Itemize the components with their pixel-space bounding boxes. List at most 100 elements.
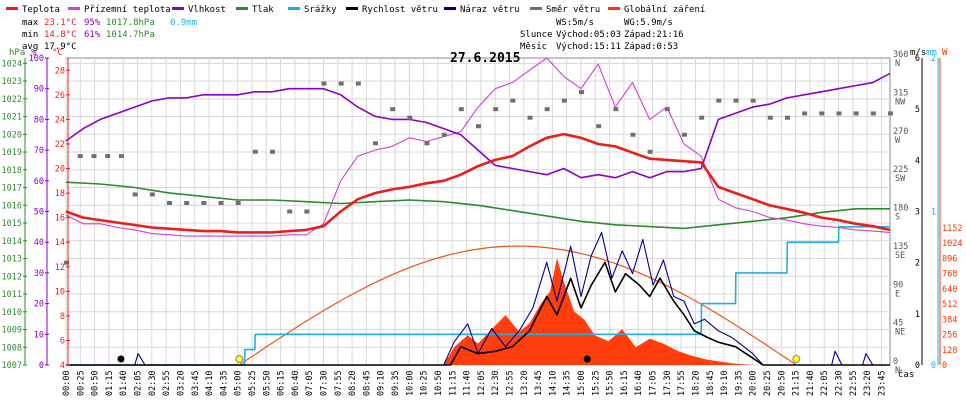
series-smer-vetru-point (493, 107, 499, 112)
series-smer-vetru-point (184, 200, 190, 205)
pct-axis-tick: 80 (34, 115, 44, 125)
time-tick-label: 22:05 (820, 370, 830, 396)
degc-axis-tick: 6 (60, 336, 65, 346)
time-tick-label: 02:55 (162, 370, 172, 396)
moon-set: Západ:0:53 (624, 42, 678, 52)
dir-label: SE (895, 251, 905, 261)
series-smer-vetru-point (819, 111, 825, 116)
time-tick-label: 15:50 (606, 370, 616, 396)
time-tick-label: 02:05 (134, 370, 144, 396)
hpa-axis-tick: 1016 (2, 201, 22, 211)
pct-axis-tick: 90 (34, 85, 44, 95)
stat-max-label: max (22, 18, 39, 28)
dir-tick: 90 (893, 280, 903, 290)
time-tick-label: 21:15 (792, 370, 802, 396)
time-tick-label: 18:20 (691, 370, 701, 396)
series-smer-vetru-point (888, 111, 893, 116)
w-axis-tick: 256 (942, 331, 957, 341)
mm-axis-tick: 1 (931, 208, 936, 218)
time-tick-label: 09:10 (377, 370, 387, 396)
dir-label: NE (895, 328, 905, 338)
series-smer-vetru-point (64, 260, 69, 265)
pct-axis-tick: 100 (29, 54, 44, 64)
time-tick-label: 07:05 (305, 370, 315, 396)
series-smer-vetru-point (802, 111, 808, 116)
degc-axis-tick: 4 (60, 361, 65, 371)
stat-max-temp: 23.1°C (44, 18, 77, 28)
time-tick-label: 20:50 (777, 370, 787, 396)
series-smer-vetru-point (510, 98, 516, 103)
time-tick-label: 13:20 (520, 370, 530, 396)
dir-label: NW (895, 97, 906, 107)
series-smer-vetru-point (235, 200, 241, 205)
series-smer-vetru-point (527, 115, 533, 120)
dir-label: N (895, 366, 900, 376)
time-tick-label: 10:50 (434, 370, 444, 396)
hpa-axis-tick: 1020 (2, 130, 22, 140)
time-tick-label: 03:20 (176, 370, 186, 396)
time-tick-label: 05:25 (248, 370, 258, 396)
time-tick-label: 05:00 (234, 370, 244, 396)
series-globalni-zareni (66, 258, 890, 365)
series-smer-vetru-point (733, 98, 739, 103)
hpa-axis-tick: 1017 (2, 184, 22, 194)
w-axis-tick: 0 (942, 361, 947, 371)
marker-sunset (792, 355, 801, 363)
time-tick-label: 12:30 (491, 370, 501, 396)
time-tick-label: 11:40 (463, 370, 473, 396)
legend-swatch (6, 7, 18, 10)
pct-axis-tick: 10 (34, 330, 44, 340)
hpa-axis-tick: 1008 (2, 343, 22, 353)
series-sun-curve (239, 245, 797, 366)
ms-axis-tick: 3 (915, 208, 920, 218)
series-smer-vetru-point (716, 98, 722, 103)
time-tick-label: 14:35 (563, 370, 573, 396)
legend-label: Teplota (22, 5, 60, 15)
series-smer-vetru-point (338, 81, 344, 86)
time-tick-label: 09:35 (391, 370, 401, 396)
axes-layer: 00:00 00:25 00:50 01:15 01:40 02:05 02:30 02:55… (2, 48, 963, 396)
wind-ws: WS:5m/s (556, 18, 594, 28)
mm-axis-tick: 2 (931, 54, 936, 64)
pct-axis-tick: 30 (34, 269, 44, 279)
hpa-axis-tick: 1007 (2, 361, 22, 371)
time-tick-label: 02:30 (148, 370, 158, 396)
pct-axis-tick: 60 (34, 177, 44, 187)
hpa-axis-unit: hPa (9, 48, 25, 58)
time-tick-label: 18:45 (706, 370, 716, 396)
legend-label: Rychlost větru (362, 5, 438, 15)
series-smer-vetru-point (390, 107, 396, 112)
dir-tick: 360 (893, 50, 908, 60)
legend-label: Náraz větru (460, 5, 520, 15)
dir-tick: 135 (893, 242, 908, 252)
time-tick-label: 06:40 (291, 370, 301, 396)
time-tick-label: 19:35 (734, 370, 744, 396)
legend-swatch (346, 7, 358, 10)
series-rychlost-vetru (66, 261, 890, 366)
dir-tick: 270 (893, 127, 908, 137)
degc-axis-tick: 8 (60, 312, 65, 322)
degc-axis-tick: 18 (55, 189, 65, 199)
time-tick-label: 01:15 (105, 370, 115, 396)
time-tick-label: 17:30 (663, 370, 673, 396)
ms-axis-tick: 5 (915, 105, 920, 115)
degc-axis-tick: 22 (55, 140, 65, 150)
series-smer-vetru-point (476, 124, 481, 129)
series-smer-vetru-point (105, 154, 111, 159)
stat-avg-label: avg (22, 42, 38, 52)
time-axis-label: čas (898, 369, 914, 380)
series-smer-vetru-point (613, 107, 619, 112)
series-smer-vetru-point (201, 200, 207, 205)
hpa-axis-tick: 1018 (2, 166, 22, 176)
legend-swatch (444, 7, 456, 10)
series-teplota (65, 132, 891, 234)
w-axis-tick: 896 (942, 254, 957, 264)
time-tick-label: 19:10 (720, 370, 730, 396)
hpa-axis-tick: 1014 (2, 237, 22, 247)
time-tick-label: 07:55 (334, 370, 344, 396)
legend-swatch (608, 7, 620, 10)
time-tick-label: 21:40 (806, 370, 816, 396)
w-axis-tick: 1024 (942, 239, 962, 249)
dir-label: N (895, 59, 900, 69)
w-axis-tick: 512 (942, 300, 957, 310)
